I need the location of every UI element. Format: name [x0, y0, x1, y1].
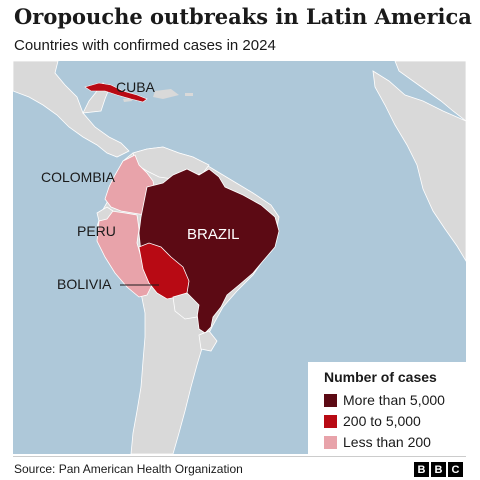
label-brazil: BRAZIL	[187, 226, 240, 243]
legend-label: 200 to 5,000	[343, 413, 421, 429]
legend-label: More than 5,000	[343, 392, 445, 408]
map-panel: CUBA COLOMBIA PERU BRAZIL BOLIVIA	[13, 61, 466, 454]
legend-item: Less than 200	[324, 434, 431, 450]
source-note: Source: Pan American Health Organization	[14, 462, 243, 476]
legend-label: Less than 200	[343, 434, 431, 450]
legend-title: Number of cases	[324, 369, 437, 385]
label-cuba: CUBA	[116, 79, 156, 95]
uruguay-land	[198, 330, 218, 352]
legend-swatch	[324, 393, 337, 407]
label-peru: PERU	[77, 223, 116, 239]
bbc-logo-letter: C	[448, 462, 463, 477]
chart-subtitle: Countries with confirmed cases in 2024	[14, 37, 276, 54]
hispaniola-land	[153, 89, 179, 99]
ecuador-land	[96, 206, 114, 222]
legend-swatch	[324, 414, 337, 428]
chart-title: Oropouche outbreaks in Latin America	[14, 4, 472, 29]
footer-divider	[13, 456, 466, 457]
legend-item: 200 to 5,000	[324, 413, 421, 429]
north-atlantic-land	[394, 61, 466, 122]
bbc-logo-letter: B	[414, 462, 429, 477]
map-svg: CUBA COLOMBIA PERU BRAZIL BOLIVIA	[13, 61, 466, 454]
legend-swatch	[324, 435, 337, 449]
country-cuba	[84, 82, 148, 103]
label-bolivia: BOLIVIA	[57, 276, 112, 292]
africa-land	[372, 70, 466, 262]
legend: Number of cases More than 5,000 200 to 5…	[308, 362, 466, 454]
north-america-land	[13, 61, 130, 158]
paraguay-land	[172, 292, 200, 320]
jamaica-land	[123, 98, 132, 102]
puerto-rico-land	[185, 93, 193, 96]
legend-item: More than 5,000	[324, 392, 445, 408]
bbc-logo-letter: B	[431, 462, 446, 477]
bbc-logo: B B C	[412, 462, 463, 477]
label-colombia: COLOMBIA	[41, 169, 116, 185]
